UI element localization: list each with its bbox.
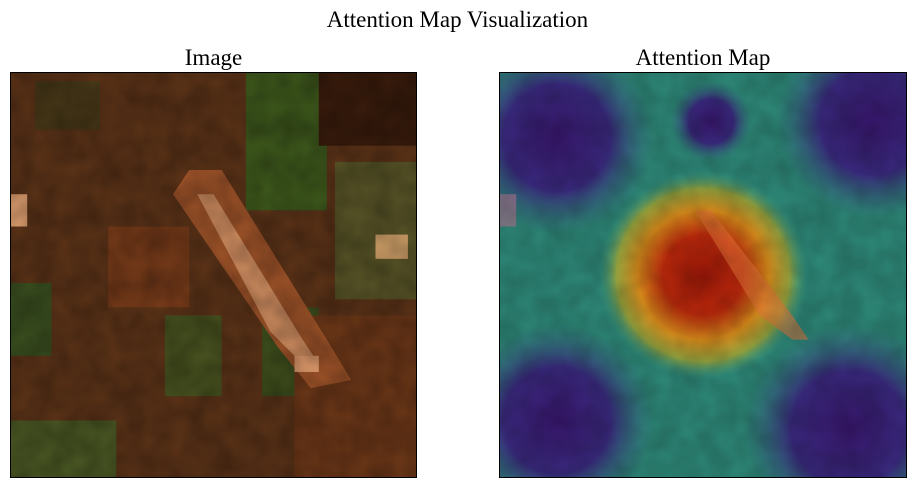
attention-panel-title: Attention Map xyxy=(635,45,771,70)
attention-map-panel xyxy=(499,72,907,478)
image-panel-title: Image xyxy=(184,45,243,70)
attention-heatmap xyxy=(500,73,906,477)
satellite-image xyxy=(11,73,416,477)
figure-title: Attention Map Visualization xyxy=(326,7,589,32)
satellite-image-panel xyxy=(10,72,417,478)
